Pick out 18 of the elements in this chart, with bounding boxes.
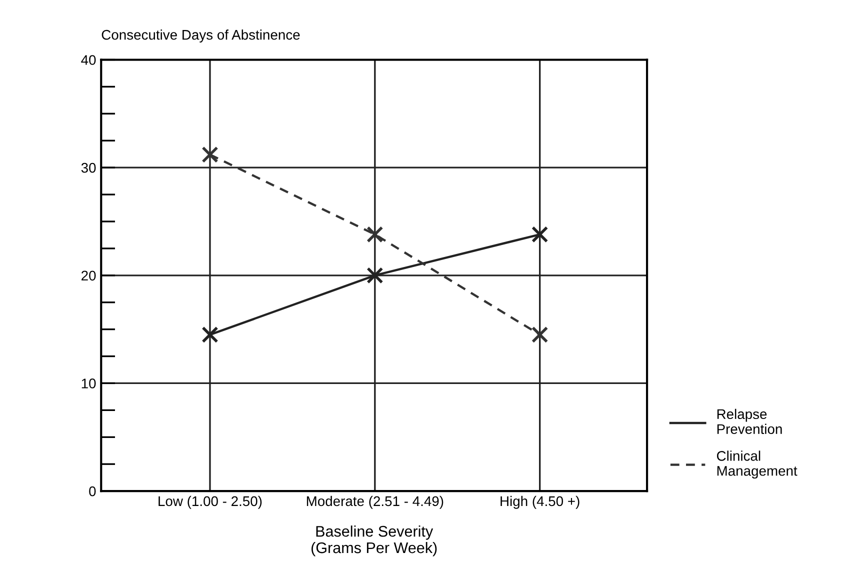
point: [202, 326, 218, 344]
point: [366, 226, 384, 243]
y-tick-label: 0: [89, 486, 96, 496]
legend-label: Clinical Management: [716, 450, 798, 479]
x-tick-label: Moderate (2.51 - 4.49): [306, 496, 444, 509]
y-tick-label: 10: [82, 378, 96, 388]
y-tick-label: 30: [81, 162, 96, 173]
legend-label: Relapse Prevention: [717, 408, 782, 434]
point: [531, 326, 548, 344]
y-tick-label: 40: [81, 55, 96, 65]
point: [366, 267, 384, 284]
point: [202, 146, 218, 163]
x-axis-title: Baseline Severity (Grams Per Week): [312, 526, 437, 556]
x-tick-label: Low (1.00 - 2.50): [158, 496, 262, 509]
y-tick-label: 20: [82, 270, 96, 281]
y-axis-title: Consecutive Days of Abstinence: [102, 30, 300, 42]
x-tick-label: High (4.50 +): [500, 496, 580, 509]
point: [531, 226, 548, 243]
